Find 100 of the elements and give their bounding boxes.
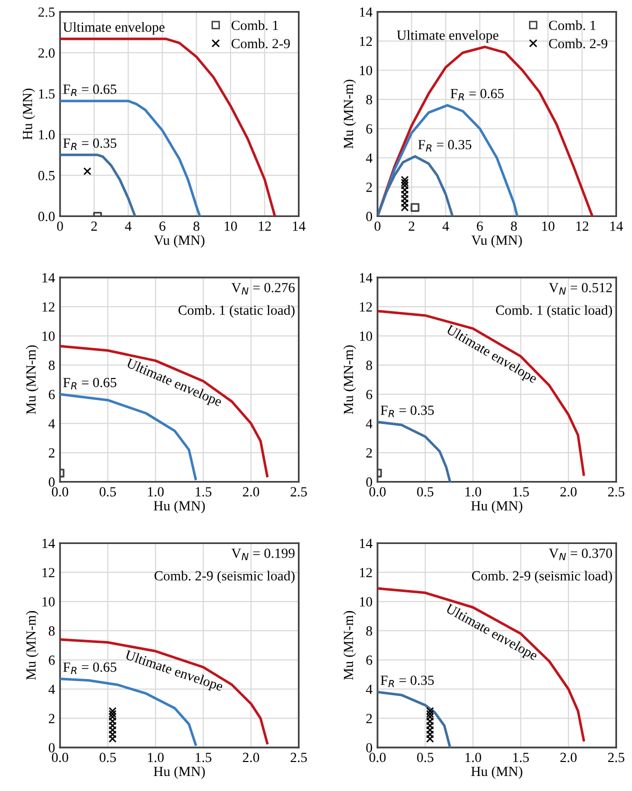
y-tick-label: 6 <box>366 390 372 400</box>
x-tick-label: 0.5 <box>417 487 434 497</box>
point <box>400 194 409 203</box>
x-axis-title: Hu (MN) <box>471 766 522 779</box>
x-axis-title: Vu (MN) <box>471 235 522 248</box>
y-tick-label: 0 <box>366 212 372 222</box>
y-tick-label: 1.5 <box>39 89 55 99</box>
text: Ultimate envelope <box>124 650 224 694</box>
point <box>108 734 117 743</box>
y-axis-title: Mu (MN-m) <box>26 345 39 414</box>
y-tick-label: 14 <box>42 538 55 548</box>
y-tick-label: 14 <box>360 273 372 282</box>
y-axis-title: Mu (MN-m) <box>343 611 356 680</box>
x-tick-label: 14 <box>293 222 306 231</box>
x-tick-label: 6 <box>159 222 166 231</box>
series-label: F$_{R}$ = 0.35 <box>418 140 472 152</box>
x-tick-label: 10 <box>542 221 554 231</box>
y-tick-label: 2.5 <box>38 7 55 17</box>
point <box>426 722 434 730</box>
point <box>400 176 409 184</box>
series-label: F$_{R}$ = 0.35 <box>63 138 116 150</box>
x-tick-label: 2.0 <box>242 487 260 497</box>
y-tick-label: 8 <box>366 95 372 104</box>
y-tick-label: 14 <box>42 273 55 282</box>
x-tick-label: 0.5 <box>417 752 434 762</box>
point <box>426 726 434 734</box>
point <box>400 186 409 194</box>
annotation: Comb. 1 (static load) <box>178 305 295 318</box>
y-tick-label: 6 <box>366 124 372 134</box>
y-tick-label: 0.0 <box>38 212 55 222</box>
x-tick-label: 0.5 <box>100 487 116 497</box>
y-tick-label: 4 <box>48 419 55 428</box>
annotation: V$_{N}$ = 0.512 <box>548 282 612 294</box>
point <box>400 190 409 198</box>
point <box>108 722 117 730</box>
y-tick-label: 12 <box>42 568 54 578</box>
point <box>426 712 434 721</box>
point <box>400 178 409 187</box>
x-tick-label: 8 <box>510 221 517 231</box>
x-axis-title: Hu (MN) <box>471 500 522 514</box>
x-tick-label: 1.5 <box>196 752 212 762</box>
legend-label: Comb. 2-9 <box>232 38 290 48</box>
x-tick-label: 2 <box>408 222 414 231</box>
y-tick-label: 8 <box>366 626 372 636</box>
y-tick-label: 8 <box>48 626 55 636</box>
y-tick-label: 10 <box>360 331 372 341</box>
x-axis-title: Hu (MN) <box>154 766 205 779</box>
point <box>108 717 117 726</box>
line-series <box>378 690 452 748</box>
y-tick-label: 10 <box>42 597 55 606</box>
series-label: F$_{R}$ = 0.35 <box>380 406 434 418</box>
y-tick-label: 4 <box>366 419 372 428</box>
x-tick-label: 2.5 <box>608 487 624 497</box>
x-tick-label: 4 <box>442 222 449 231</box>
x-tick-label: 2.0 <box>560 487 577 497</box>
legend-label: Comb. 1 <box>232 20 278 30</box>
x-tick-label: 2.5 <box>608 752 624 762</box>
y-tick-label: 0 <box>48 743 55 752</box>
series-label: Ultimate envelope <box>396 30 498 43</box>
point <box>108 730 117 738</box>
y-tick-label: 2 <box>48 714 54 724</box>
y-tick-label: 0.5 <box>38 170 55 180</box>
y-tick-label: 2 <box>366 182 372 192</box>
point <box>108 707 117 715</box>
point <box>426 707 434 715</box>
point <box>426 734 434 743</box>
y-axis-title: Hu (MN) <box>22 88 36 140</box>
y-tick-label: 4 <box>48 684 55 694</box>
line-series <box>60 154 136 216</box>
y-tick-label: 2.0 <box>38 48 55 58</box>
y-tick-label: 0 <box>48 477 55 487</box>
y-tick-label: 14 <box>360 8 372 17</box>
point <box>410 203 420 212</box>
x-tick-label: 10 <box>224 221 237 231</box>
y-tick-label: 6 <box>48 656 55 665</box>
line-series <box>60 638 268 744</box>
annotation: Comb. 2-9 (seismic load) <box>472 570 612 584</box>
y-axis-title: Mu (MN-m) <box>26 611 39 680</box>
y-tick-label: 1.0 <box>39 130 55 140</box>
y-tick-label: 0 <box>366 743 372 752</box>
series-label: F$_{R}$ = 0.65 <box>63 378 116 390</box>
x-tick-label: 2.0 <box>560 752 577 762</box>
line-series <box>378 155 454 216</box>
point <box>108 726 117 734</box>
y-tick-label: 12 <box>360 568 372 578</box>
x-axis-title: Hu (MN) <box>154 500 205 514</box>
x-tick-label: 12 <box>576 222 588 231</box>
annotation: V$_{N}$ = 0.276 <box>231 282 295 294</box>
y-tick-label: 12 <box>42 302 54 312</box>
x-tick-label: 1.5 <box>513 487 529 497</box>
x-tick-label: 1.5 <box>196 487 212 497</box>
x-tick-label: 1.0 <box>148 752 164 762</box>
series-label: Ultimate envelope <box>63 22 165 35</box>
line-series <box>60 100 202 216</box>
x-tick-label: 6 <box>476 222 483 231</box>
point <box>400 182 409 190</box>
y-tick-label: 14 <box>360 538 372 548</box>
point <box>426 730 434 738</box>
annotation: Comb. 2-9 (seismic load) <box>154 570 295 584</box>
x-tick-label: 0.5 <box>100 752 116 762</box>
